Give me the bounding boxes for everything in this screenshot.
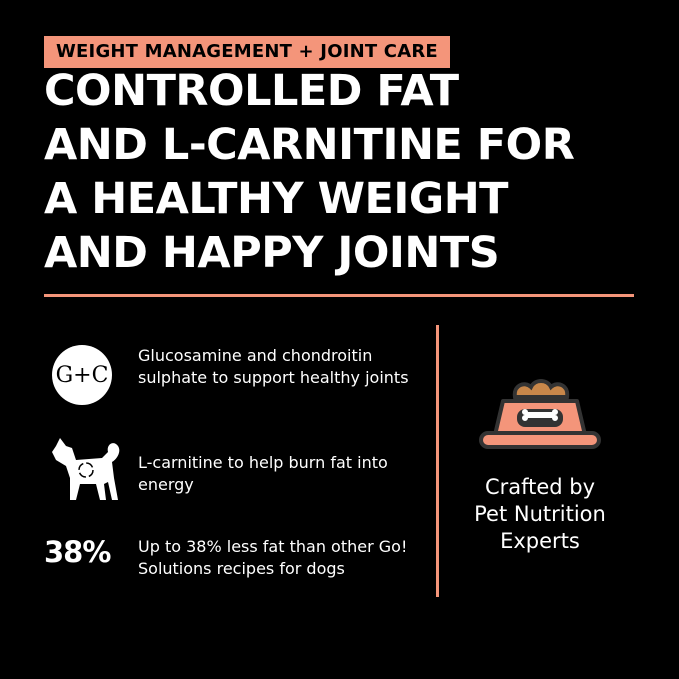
- dog-metabolism-icon: [52, 438, 120, 500]
- headline-line: AND L-CARNITINE FOR: [44, 120, 575, 170]
- headline-line: CONTROLLED FAT: [44, 66, 459, 116]
- fat-reduction-figure: 38%: [44, 535, 111, 569]
- feature-lcarnitine: L-carnitine to help burn fat into energy: [138, 453, 388, 494]
- headline: CONTROLLED FAT AND L-CARNITINE FOR A HEA…: [44, 64, 664, 280]
- headline-line: A HEALTHY WEIGHT: [44, 174, 509, 224]
- crafted-line: Experts: [500, 529, 580, 553]
- headline-line: AND HAPPY JOINTS: [44, 228, 500, 278]
- feature-less-fat: Up to 38% less fat than other Go! Soluti…: [138, 537, 408, 578]
- glucosamine-chondroitin-icon: G+C: [52, 345, 112, 405]
- crafted-by-experts: Crafted by Pet Nutrition Experts: [446, 474, 634, 555]
- vertical-divider: [436, 325, 439, 597]
- category-badge: WEIGHT MANAGEMENT + JOINT CARE: [44, 36, 450, 68]
- food-bowl-icon: [479, 379, 601, 449]
- feature-joints: Glucosamine and chondroitin sulphate to …: [138, 346, 409, 387]
- crafted-line: Pet Nutrition: [474, 502, 606, 526]
- divider: [44, 294, 634, 297]
- crafted-line: Crafted by: [484, 475, 596, 499]
